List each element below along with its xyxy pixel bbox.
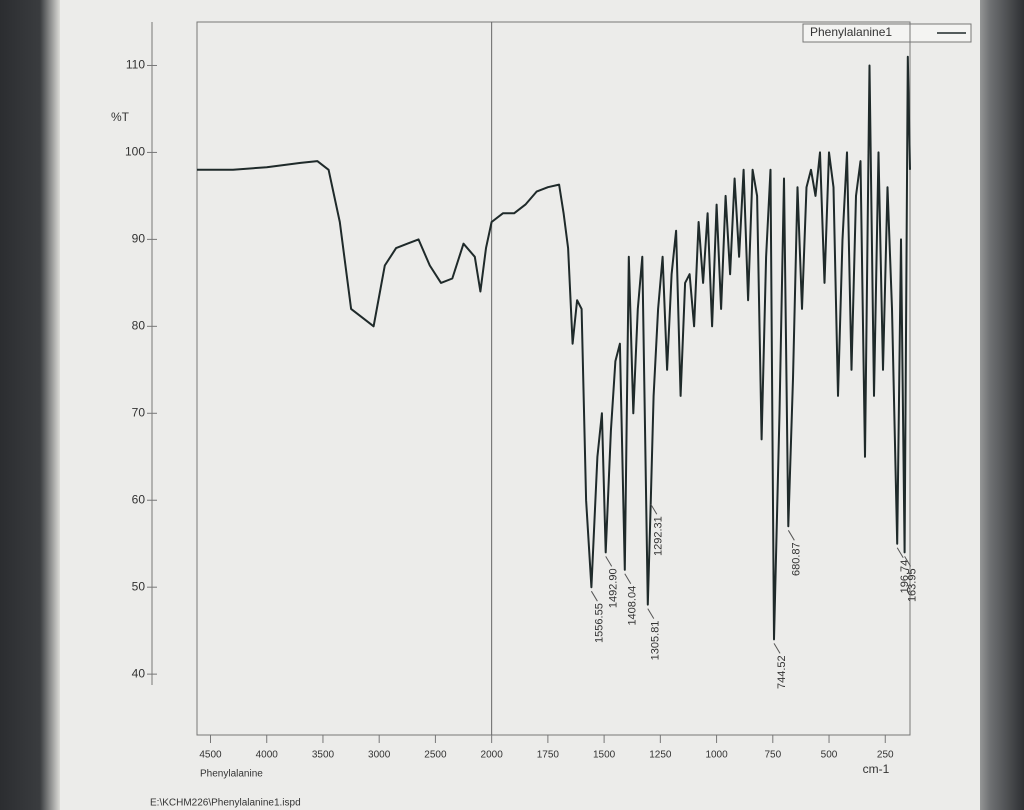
- peak-label: 1492.90: [608, 568, 620, 608]
- x-tick-label: 3500: [312, 750, 335, 761]
- x-tick-label: 4000: [256, 750, 279, 761]
- spectrum-line: [197, 55, 911, 641]
- legend-label: Phenylalanine1: [810, 25, 892, 39]
- x-tick-label: 500: [821, 750, 838, 761]
- peak-leader: [624, 573, 632, 585]
- x-tick-label: 1500: [593, 750, 616, 761]
- x-tick-label: 4500: [199, 750, 222, 761]
- peak-label: 1408.04: [627, 586, 639, 626]
- peak-leader: [904, 556, 912, 567]
- subtitle: Phenylalanine: [200, 769, 263, 780]
- peak-leader: [896, 547, 904, 558]
- peak-label: 1292.31: [653, 516, 665, 556]
- x-axis-label: cm-1: [863, 762, 890, 776]
- screen: [60, 0, 980, 810]
- y-tick-label: 50: [132, 579, 146, 593]
- x-tick-label: 3000: [368, 750, 391, 761]
- plot-frame: [196, 21, 911, 736]
- peak-label: 1556.55: [593, 603, 605, 643]
- y-tick-label: 70: [132, 405, 146, 419]
- y-axis-label: %T: [111, 110, 130, 124]
- peak-label: 680.87: [790, 542, 802, 576]
- legend-box: [802, 23, 972, 43]
- peak-leader: [787, 530, 795, 541]
- x-tick-label: 1750: [537, 750, 560, 761]
- x-tick-label: 1000: [705, 750, 728, 761]
- x-tick-label: 2000: [481, 750, 504, 761]
- file-path: E:\KCHM226\Phenylalanine1.ispd: [150, 798, 301, 809]
- peak-leader: [590, 590, 598, 602]
- x-tick-label: 2500: [424, 750, 447, 761]
- y-tick-label: 80: [132, 319, 146, 333]
- y-tick-label: 100: [125, 145, 145, 159]
- peak-label: 1305.81: [650, 621, 662, 661]
- y-tick-label: 40: [132, 666, 146, 680]
- x-tick-label: 750: [764, 750, 781, 761]
- x-tick-label: 250: [877, 750, 894, 761]
- peak-leader: [650, 503, 658, 515]
- y-tick-label: 90: [132, 232, 146, 246]
- x-tick-label: 1250: [649, 750, 672, 761]
- y-tick-label: 110: [126, 58, 145, 72]
- peak-label: 163.95: [907, 568, 919, 602]
- y-tick-label: 60: [132, 492, 146, 506]
- peak-label: 744.52: [776, 655, 788, 689]
- peak-label: 196.74: [899, 560, 911, 594]
- peak-leader: [773, 643, 781, 654]
- peak-leader: [647, 608, 655, 619]
- peak-leader: [605, 556, 613, 567]
